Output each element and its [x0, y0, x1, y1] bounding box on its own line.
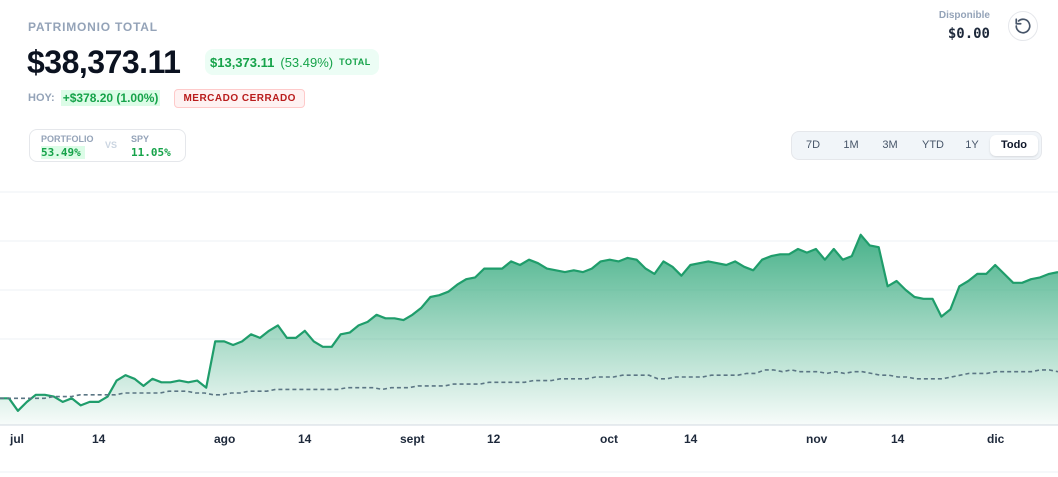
- portfolio-line: [0, 233, 1058, 412]
- range-ytd-button[interactable]: YTD: [922, 139, 944, 151]
- performance-chart: jul 14 ago 14 sept 12 oct 14 nov 14 dic: [0, 185, 1058, 477]
- today-change: +$378.20 (1.00%): [60, 90, 161, 106]
- available-cash-label: Disponible: [938, 10, 990, 21]
- refresh-icon: [1015, 18, 1031, 34]
- range-1y-button[interactable]: 1Y: [965, 139, 979, 151]
- benchmark-comparison: PORTFOLIO 53.49% VS SPY 11.05%: [29, 129, 186, 162]
- benchmark-compare-value: 11.05%: [131, 146, 171, 159]
- x-tick-label-4: sept: [400, 432, 425, 446]
- total-gain-percent: (53.49%): [280, 54, 334, 70]
- range-7d-button[interactable]: 7D: [805, 139, 821, 151]
- x-tick-label-3: 14: [298, 432, 312, 446]
- x-tick-label-7: 14: [684, 432, 698, 446]
- x-tick-label-2: ago: [214, 432, 235, 446]
- market-status-badge: MERCADO CERRADO: [174, 88, 305, 108]
- range-all-button[interactable]: Todo: [990, 135, 1038, 156]
- total-gain-label: TOTAL: [339, 57, 371, 67]
- today-label: HOY:: [28, 92, 55, 104]
- x-tick-label-0: jul: [9, 432, 24, 446]
- total-gain-amount: $13,373.11: [210, 54, 275, 70]
- time-range-selector: 7D 1M 3M YTD 1Y Todo: [791, 131, 1042, 160]
- benchmark-line: [0, 369, 1058, 400]
- x-tick-label-9: 14: [891, 432, 905, 446]
- refresh-button[interactable]: [1008, 11, 1038, 41]
- total-value: $38,373.11: [27, 44, 181, 80]
- benchmark-compare-label: SPY: [131, 134, 150, 144]
- range-1m-button[interactable]: 1M: [843, 139, 859, 151]
- total-gain-pill: $13,373.11 (53.49%) TOTAL: [205, 49, 379, 75]
- x-tick-label-10: dic: [987, 432, 1005, 446]
- portfolio-title: PATRIMONIO TOTAL: [28, 20, 158, 34]
- today-row: HOY: +$378.20 (1.00%) MERCADO CERRADO: [28, 88, 305, 108]
- available-cash-value: $0.00: [947, 26, 990, 42]
- portfolio-area: [0, 234, 1058, 425]
- portfolio-compare-label: PORTFOLIO: [41, 134, 94, 144]
- vs-label: VS: [105, 140, 118, 150]
- x-tick-label-1: 14: [92, 432, 106, 446]
- portfolio-compare-value: 53.49%: [41, 146, 85, 159]
- range-3m-button[interactable]: 3M: [882, 139, 898, 151]
- x-tick-label-8: nov: [806, 432, 828, 446]
- x-tick-label-6: oct: [600, 432, 618, 446]
- x-tick-label-5: 12: [487, 432, 501, 446]
- performance-chart-svg: jul 14 ago 14 sept 12 oct 14 nov 14 dic: [0, 191, 1058, 473]
